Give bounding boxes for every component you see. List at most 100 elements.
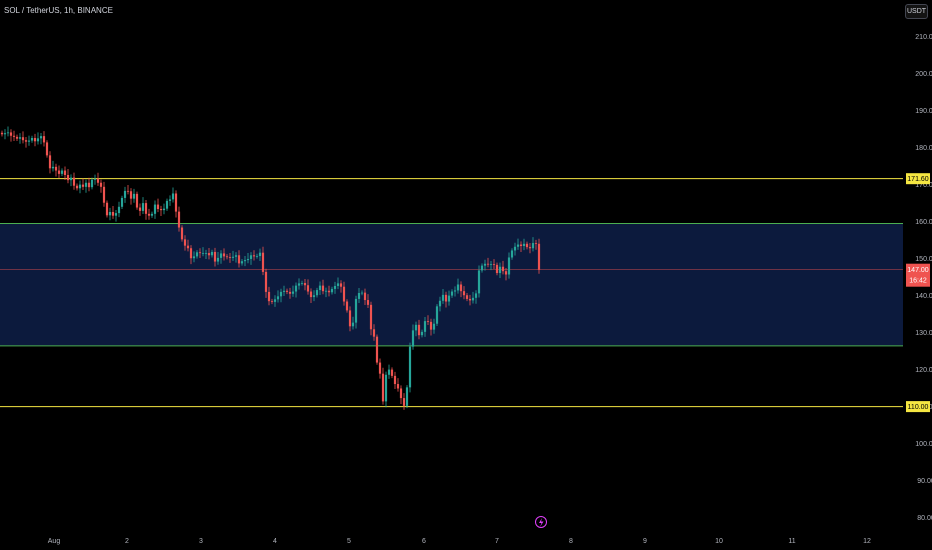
candle	[135, 191, 139, 210]
x-tick-label: 10	[715, 538, 723, 545]
candle	[183, 235, 187, 251]
y-tick-label: 210.00	[915, 34, 932, 41]
candle	[378, 358, 382, 379]
candle	[315, 287, 319, 298]
lightning-icon[interactable]	[535, 516, 547, 528]
candle	[30, 135, 34, 143]
candle	[84, 179, 88, 193]
candle	[204, 249, 208, 259]
candle	[477, 265, 481, 298]
candle	[51, 160, 55, 172]
candle	[270, 298, 274, 305]
candle	[489, 261, 493, 271]
candle	[219, 250, 223, 264]
candle	[429, 318, 433, 336]
candle	[480, 263, 484, 273]
candle	[279, 288, 283, 303]
candle	[336, 277, 340, 290]
candle	[438, 296, 442, 312]
candle	[180, 225, 184, 242]
candle	[435, 304, 439, 326]
x-tick-label: 2	[125, 538, 129, 545]
candle	[318, 281, 322, 296]
candle	[525, 241, 529, 250]
candle	[366, 294, 370, 308]
candle	[255, 253, 259, 259]
candle	[240, 258, 244, 266]
candle	[114, 209, 118, 222]
candle	[537, 238, 541, 274]
candle	[483, 259, 487, 271]
candle	[372, 324, 376, 341]
candle	[465, 293, 469, 302]
candle	[141, 197, 145, 215]
y-tick-label: 170.00	[915, 182, 932, 189]
currency-button[interactable]: USDT	[905, 4, 928, 19]
candle	[300, 280, 304, 286]
candle	[0, 130, 4, 137]
y-tick-label: 120.00	[915, 367, 932, 374]
candle	[186, 239, 190, 252]
candle	[267, 286, 271, 306]
candle	[69, 174, 73, 187]
candle	[459, 281, 463, 298]
candle	[63, 166, 67, 180]
candle	[330, 286, 334, 295]
candle	[468, 294, 472, 306]
candle	[516, 238, 520, 250]
candle	[246, 253, 250, 264]
candle	[363, 288, 367, 306]
candle	[111, 206, 115, 219]
candle	[282, 285, 286, 296]
candle	[237, 250, 241, 268]
candle	[249, 252, 253, 265]
candle	[462, 286, 466, 300]
candle	[174, 190, 178, 218]
y-tick-label: 90.00	[917, 478, 932, 485]
candle	[162, 203, 166, 215]
y-tick-label: 130.00	[915, 330, 932, 337]
candle	[156, 198, 160, 213]
candle	[375, 334, 379, 365]
candle	[495, 262, 499, 276]
candle	[42, 131, 46, 147]
candle	[45, 140, 49, 158]
candle	[231, 250, 235, 262]
candle	[192, 251, 196, 263]
candle	[399, 385, 403, 405]
candle	[108, 207, 112, 221]
candle	[228, 253, 232, 263]
candle	[150, 211, 154, 218]
candle	[210, 249, 214, 258]
candle	[93, 174, 97, 185]
candle	[444, 291, 448, 308]
candle	[12, 130, 16, 141]
candle	[384, 371, 388, 408]
candle	[441, 288, 445, 304]
candle	[75, 183, 79, 191]
candle	[213, 247, 217, 267]
y-tick-label: 100.00	[915, 441, 932, 448]
x-tick-label: 12	[863, 538, 871, 545]
candle	[504, 268, 508, 281]
candle	[222, 248, 226, 261]
candle	[177, 206, 181, 232]
candle	[168, 195, 172, 206]
support-zone[interactable]	[0, 223, 903, 346]
candle	[78, 180, 82, 194]
x-tick-label: 6	[422, 538, 426, 545]
candle	[9, 129, 13, 142]
candle	[66, 169, 70, 184]
y-tick-label: 190.00	[915, 108, 932, 115]
x-tick-label: 9	[643, 538, 647, 545]
candle	[102, 181, 106, 207]
level-price-tag	[906, 173, 930, 185]
candle	[132, 188, 136, 203]
candle	[456, 278, 460, 294]
candle	[57, 165, 61, 178]
candle	[450, 289, 454, 298]
candle	[309, 288, 313, 303]
y-tick-label: 140.00	[915, 293, 932, 300]
candle	[357, 288, 361, 303]
